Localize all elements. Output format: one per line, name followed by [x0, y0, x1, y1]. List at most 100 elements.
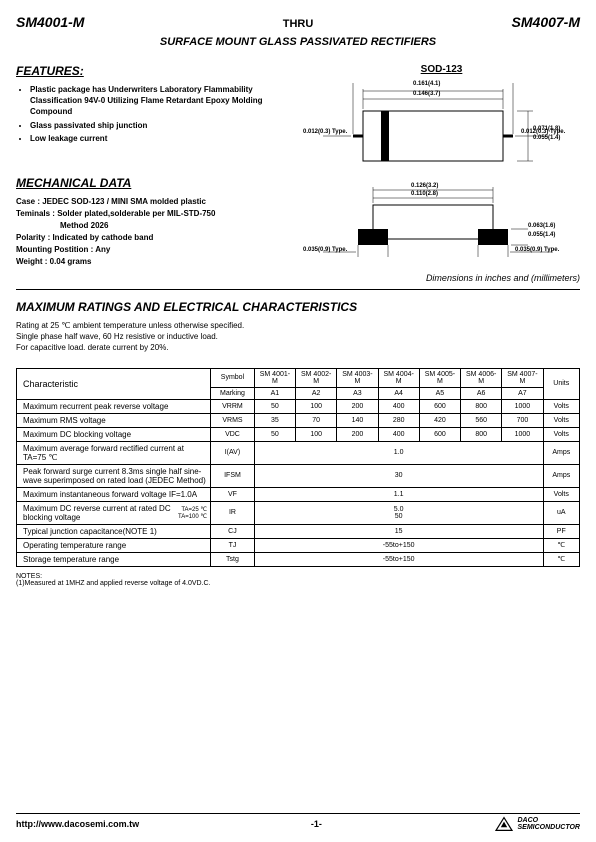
- val-cell: 1000: [502, 399, 543, 413]
- ratings-table: Characteristic Symbol SM 4001-M SM 4002-…: [16, 368, 580, 567]
- unit-cell: Amps: [543, 441, 579, 464]
- cond1: Rating at 25 ℃ ambient temperature unles…: [16, 320, 580, 331]
- marking: A3: [337, 387, 378, 399]
- char-cell: Typical junction capacitance(NOTE 1): [17, 524, 211, 538]
- val-cell: 200: [337, 427, 378, 441]
- unit-cell: Amps: [543, 464, 579, 487]
- marking: A1: [254, 387, 295, 399]
- char-cell: Maximum RMS voltage: [17, 413, 211, 427]
- val-cell: 400: [378, 399, 419, 413]
- unit-cell: Volts: [543, 399, 579, 413]
- val-cell: 100: [296, 427, 337, 441]
- val-cell: 420: [419, 413, 460, 427]
- subtitle: SURFACE MOUNT GLASS PASSIVATED RECTIFIER…: [16, 36, 580, 48]
- table-row: Typical junction capacitance(NOTE 1)CJ15…: [17, 524, 580, 538]
- val-cell: 1000: [502, 427, 543, 441]
- dim-bh1: 0.063(1.6): [528, 223, 555, 229]
- unit-cell: PF: [543, 524, 579, 538]
- val-span-cell: 1.1: [254, 487, 543, 501]
- part-head: SM 4007-M: [502, 368, 543, 387]
- val-cell: 70: [296, 413, 337, 427]
- char-cell: Maximum DC blocking voltage: [17, 427, 211, 441]
- mechanical-list: Case : JEDEC SOD-123 / MINI SMA molded p…: [16, 196, 293, 268]
- val-cell: 600: [419, 399, 460, 413]
- sym-head: Symbol: [211, 368, 255, 387]
- ratings-conditions: Rating at 25 ℃ ambient temperature unles…: [16, 320, 580, 354]
- val-cell: 560: [461, 413, 502, 427]
- unit-cell: uA: [543, 501, 579, 524]
- sym-cell: CJ: [211, 524, 255, 538]
- sym-cell: VRRM: [211, 399, 255, 413]
- feature-item: Plastic package has Underwriters Laborat…: [30, 84, 293, 118]
- dim-h1: 0.071(1.8): [533, 126, 560, 132]
- top-drawing: 0.161(4.1) 0.146(3.7) 0.012(0.3) Type. 0…: [303, 81, 580, 171]
- features-title: FEATURES:: [16, 64, 293, 78]
- table-row: Maximum instantaneous forward voltage IF…: [17, 487, 580, 501]
- header-row: SM4001-M THRU SM4007-M: [16, 14, 580, 30]
- footer: http://www.dacosemi.com.tw -1- DACO SEMI…: [16, 816, 580, 832]
- note-1: (1)Measured at 1MHZ and applied reverse …: [16, 580, 580, 587]
- sym-cell: VDC: [211, 427, 255, 441]
- table-row: Maximum DC reverse current at rated DC b…: [17, 501, 580, 524]
- footer-url: http://www.dacosemi.com.tw: [16, 819, 139, 829]
- dim-h2: 0.055(1.4): [533, 135, 560, 141]
- char-cell: Maximum recurrent peak reverse voltage: [17, 399, 211, 413]
- char-cell: Maximum DC reverse current at rated DC b…: [17, 501, 211, 524]
- val-cell: 50: [254, 399, 295, 413]
- val-span-cell: -55to+150: [254, 552, 543, 566]
- val-cell: 280: [378, 413, 419, 427]
- val-span-cell: 1.0: [254, 441, 543, 464]
- char-cell: Maximum instantaneous forward voltage IF…: [17, 487, 211, 501]
- dim-top1: 0.161(4.1): [413, 81, 440, 87]
- sym-cell: VRMS: [211, 413, 255, 427]
- footer-logo: DACO SEMICONDUCTOR: [494, 816, 580, 832]
- unit-cell: ℃: [543, 538, 579, 552]
- val-span-cell: 5.0 50: [254, 501, 543, 524]
- val-cell: 800: [461, 427, 502, 441]
- val-span-cell: -55to+150: [254, 538, 543, 552]
- sym-cell: TJ: [211, 538, 255, 552]
- marking-label: Marking: [211, 387, 255, 399]
- unit-cell: Volts: [543, 413, 579, 427]
- dim-bw2: 0.110(2.8): [411, 191, 438, 197]
- right-column: SOD-123 0.161(4.1) 0.146(3.7): [303, 64, 580, 283]
- part-head: SM 4003-M: [337, 368, 378, 387]
- sym-cell: I(AV): [211, 441, 255, 464]
- val-span-cell: 30: [254, 464, 543, 487]
- ratings-title: MAXIMUM RATINGS AND ELECTRICAL CHARACTER…: [16, 300, 580, 314]
- cond2: Single phase half wave, 60 Hz resistive …: [16, 331, 580, 342]
- sym-cell: IFSM: [211, 464, 255, 487]
- marking: A2: [296, 387, 337, 399]
- feature-item: Low leakage current: [30, 133, 293, 144]
- mech-terminals: Teminals : Solder plated,solderable per …: [16, 208, 293, 220]
- val-cell: 50: [254, 427, 295, 441]
- package-title: SOD-123: [303, 64, 580, 75]
- marking: A5: [419, 387, 460, 399]
- unit-cell: Volts: [543, 487, 579, 501]
- left-column: FEATURES: Plastic package has Underwrite…: [16, 64, 293, 283]
- part-head: SM 4005-M: [419, 368, 460, 387]
- table-row: Maximum DC blocking voltageVDC5010020040…: [17, 427, 580, 441]
- char-cell: Operating temperature range: [17, 538, 211, 552]
- dim-pad-r: 0.035(0.9) Type.: [515, 247, 559, 253]
- sym-cell: Tstg: [211, 552, 255, 566]
- dim-pad-l: 0.035(0.9) Type.: [303, 247, 347, 253]
- divider: [16, 289, 580, 290]
- brand1: DACO: [518, 817, 580, 824]
- notes-title: NOTES:: [16, 573, 580, 580]
- cond3: For capacitive load. derate current by 2…: [16, 342, 580, 353]
- logo-icon: [494, 816, 514, 832]
- val-cell: 400: [378, 427, 419, 441]
- marking: A6: [461, 387, 502, 399]
- part-left: SM4001-M: [16, 14, 84, 30]
- val-cell: 35: [254, 413, 295, 427]
- part-head: SM 4004-M: [378, 368, 419, 387]
- mechanical-title: MECHANICAL DATA: [16, 176, 293, 190]
- val-cell: 800: [461, 399, 502, 413]
- table-row: Maximum average forward rectified curren…: [17, 441, 580, 464]
- val-span-cell: 15: [254, 524, 543, 538]
- dim-bw1: 0.126(3.2): [411, 183, 438, 189]
- sym-cell: IR: [211, 501, 255, 524]
- char-head: Characteristic: [17, 368, 211, 399]
- bottom-drawing: 0.126(3.2) 0.110(2.8) 0.063(1.6) 0.055(1…: [303, 185, 580, 265]
